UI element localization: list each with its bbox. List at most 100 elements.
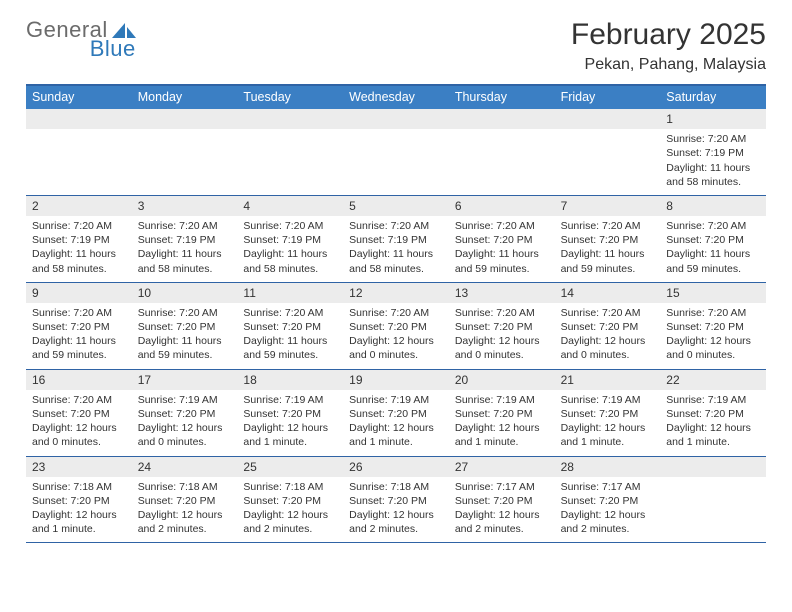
- sunset-text: Sunset: 7:20 PM: [666, 407, 760, 421]
- sunset-text: Sunset: 7:20 PM: [455, 320, 549, 334]
- logo-word-2: Blue: [90, 36, 136, 61]
- day-number: 28: [555, 457, 661, 477]
- calendar-week: 23Sunrise: 7:18 AMSunset: 7:20 PMDayligh…: [26, 457, 766, 544]
- sunrise-text: Sunrise: 7:19 AM: [138, 393, 232, 407]
- daylight-text: and 2 minutes.: [561, 522, 655, 536]
- daylight-text: Daylight: 11 hours: [32, 247, 126, 261]
- daylight-text: and 59 minutes.: [666, 262, 760, 276]
- sunrise-text: Sunrise: 7:20 AM: [666, 132, 760, 146]
- daylight-text: Daylight: 11 hours: [349, 247, 443, 261]
- sunset-text: Sunset: 7:20 PM: [455, 407, 549, 421]
- daylight-text: Daylight: 11 hours: [666, 161, 760, 175]
- calendar-cell: 10Sunrise: 7:20 AMSunset: 7:20 PMDayligh…: [132, 283, 238, 369]
- sunset-text: Sunset: 7:20 PM: [561, 320, 655, 334]
- sunset-text: Sunset: 7:20 PM: [138, 494, 232, 508]
- calendar-week: 1Sunrise: 7:20 AMSunset: 7:19 PMDaylight…: [26, 109, 766, 196]
- daylight-text: Daylight: 12 hours: [561, 421, 655, 435]
- sunrise-text: Sunrise: 7:18 AM: [32, 480, 126, 494]
- calendar-cell: 16Sunrise: 7:20 AMSunset: 7:20 PMDayligh…: [26, 370, 132, 456]
- day-number: 8: [660, 196, 766, 216]
- daylight-text: and 59 minutes.: [243, 348, 337, 362]
- calendar-week: 2Sunrise: 7:20 AMSunset: 7:19 PMDaylight…: [26, 196, 766, 283]
- sunrise-text: Sunrise: 7:20 AM: [455, 219, 549, 233]
- daylight-text: and 0 minutes.: [32, 435, 126, 449]
- calendar-cell: 22Sunrise: 7:19 AMSunset: 7:20 PMDayligh…: [660, 370, 766, 456]
- daylight-text: and 1 minute.: [349, 435, 443, 449]
- calendar-cell: 6Sunrise: 7:20 AMSunset: 7:20 PMDaylight…: [449, 196, 555, 282]
- calendar-cell: 14Sunrise: 7:20 AMSunset: 7:20 PMDayligh…: [555, 283, 661, 369]
- sunset-text: Sunset: 7:20 PM: [138, 407, 232, 421]
- sunrise-text: Sunrise: 7:19 AM: [455, 393, 549, 407]
- sunset-text: Sunset: 7:19 PM: [666, 146, 760, 160]
- daylight-text: and 59 minutes.: [455, 262, 549, 276]
- calendar-cell: 28Sunrise: 7:17 AMSunset: 7:20 PMDayligh…: [555, 457, 661, 543]
- daylight-text: and 1 minute.: [561, 435, 655, 449]
- sunset-text: Sunset: 7:20 PM: [32, 320, 126, 334]
- sunset-text: Sunset: 7:20 PM: [349, 407, 443, 421]
- sunrise-text: Sunrise: 7:19 AM: [666, 393, 760, 407]
- sunrise-text: Sunrise: 7:20 AM: [349, 306, 443, 320]
- daylight-text: and 0 minutes.: [138, 435, 232, 449]
- calendar-cell: 19Sunrise: 7:19 AMSunset: 7:20 PMDayligh…: [343, 370, 449, 456]
- calendar-cell: 2 Sunrise: 7:20 AMSunset: 7:19 PMDaylight…: [26, 196, 132, 282]
- calendar-cell: 7Sunrise: 7:20 AMSunset: 7:20 PMDaylight…: [555, 196, 661, 282]
- daylight-text: Daylight: 11 hours: [32, 334, 126, 348]
- page-title: February 2025: [571, 18, 766, 52]
- sunset-text: Sunset: 7:20 PM: [243, 494, 337, 508]
- sunrise-text: Sunrise: 7:20 AM: [666, 219, 760, 233]
- sunset-text: Sunset: 7:20 PM: [243, 407, 337, 421]
- calendar-cell: 9Sunrise: 7:20 AMSunset: 7:20 PMDaylight…: [26, 283, 132, 369]
- sunset-text: Sunset: 7:20 PM: [561, 233, 655, 247]
- dayname-wed: Wednesday: [343, 86, 449, 109]
- day-number: 11: [237, 283, 343, 303]
- day-number: 2: [26, 196, 132, 216]
- sunrise-text: Sunrise: 7:20 AM: [32, 393, 126, 407]
- sunset-text: Sunset: 7:20 PM: [666, 233, 760, 247]
- calendar-week: 9Sunrise: 7:20 AMSunset: 7:20 PMDaylight…: [26, 283, 766, 370]
- day-number: 3: [132, 196, 238, 216]
- day-number: [555, 109, 661, 129]
- daylight-text: and 2 minutes.: [138, 522, 232, 536]
- dayname-fri: Friday: [555, 86, 661, 109]
- calendar-cell-empty: [660, 457, 766, 543]
- daylight-text: Daylight: 12 hours: [349, 421, 443, 435]
- daylight-text: Daylight: 11 hours: [561, 247, 655, 261]
- daylight-text: Daylight: 11 hours: [138, 334, 232, 348]
- sunrise-text: Sunrise: 7:17 AM: [455, 480, 549, 494]
- sunrise-text: Sunrise: 7:20 AM: [138, 219, 232, 233]
- daylight-text: and 1 minute.: [455, 435, 549, 449]
- daylight-text: Daylight: 12 hours: [243, 421, 337, 435]
- daylight-text: and 2 minutes.: [349, 522, 443, 536]
- calendar-cell: 20Sunrise: 7:19 AMSunset: 7:20 PMDayligh…: [449, 370, 555, 456]
- sunrise-text: Sunrise: 7:19 AM: [561, 393, 655, 407]
- sunrise-text: Sunrise: 7:20 AM: [32, 219, 126, 233]
- daylight-text: and 58 minutes.: [666, 175, 760, 189]
- daylight-text: Daylight: 11 hours: [138, 247, 232, 261]
- calendar-cell: 11Sunrise: 7:20 AMSunset: 7:20 PMDayligh…: [237, 283, 343, 369]
- sunrise-text: Sunrise: 7:18 AM: [349, 480, 443, 494]
- calendar-cell: 21Sunrise: 7:19 AMSunset: 7:20 PMDayligh…: [555, 370, 661, 456]
- sunrise-text: Sunrise: 7:20 AM: [138, 306, 232, 320]
- day-number: 6: [449, 196, 555, 216]
- daylight-text: and 58 minutes.: [243, 262, 337, 276]
- sunrise-text: Sunrise: 7:20 AM: [243, 306, 337, 320]
- daylight-text: Daylight: 12 hours: [32, 508, 126, 522]
- sunrise-text: Sunrise: 7:20 AM: [349, 219, 443, 233]
- calendar-cell: 25Sunrise: 7:18 AMSunset: 7:20 PMDayligh…: [237, 457, 343, 543]
- daylight-text: and 58 minutes.: [32, 262, 126, 276]
- calendar-cell: 27Sunrise: 7:17 AMSunset: 7:20 PMDayligh…: [449, 457, 555, 543]
- daylight-text: Daylight: 11 hours: [243, 334, 337, 348]
- sunset-text: Sunset: 7:20 PM: [561, 407, 655, 421]
- day-number: 18: [237, 370, 343, 390]
- calendar-cell-empty: [449, 109, 555, 195]
- day-number: [343, 109, 449, 129]
- sunrise-text: Sunrise: 7:20 AM: [243, 219, 337, 233]
- sunset-text: Sunset: 7:19 PM: [32, 233, 126, 247]
- sunset-text: Sunset: 7:19 PM: [349, 233, 443, 247]
- daylight-text: Daylight: 11 hours: [243, 247, 337, 261]
- daylight-text: Daylight: 12 hours: [138, 421, 232, 435]
- day-number: [449, 109, 555, 129]
- day-number: 13: [449, 283, 555, 303]
- daylight-text: and 59 minutes.: [561, 262, 655, 276]
- daylight-text: and 0 minutes.: [561, 348, 655, 362]
